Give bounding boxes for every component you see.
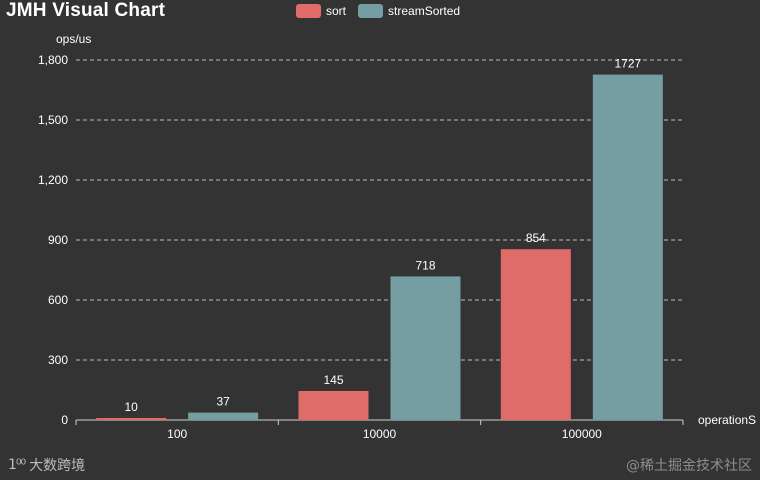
bar-streamsorted: [188, 412, 259, 420]
bar-value-label: 1727: [614, 57, 641, 71]
legend-label-streamsorted: streamSorted: [388, 4, 461, 18]
legend-item-sort[interactable]: sort: [296, 4, 346, 18]
y-tick-label: 1,500: [38, 113, 68, 127]
x-axis-label: operationS: [698, 413, 756, 427]
x-tick-label: 100000: [562, 427, 602, 441]
bar-sort: [96, 418, 167, 420]
x-tick-label: 10000: [363, 427, 397, 441]
y-tick-label: 300: [48, 353, 68, 367]
y-tick-label: 900: [48, 233, 68, 247]
watermark-left: 1⁰⁰ 大数跨境: [8, 455, 85, 475]
watermark-left-text: 大数跨境: [29, 458, 86, 474]
legend-item-streamsorted[interactable]: streamSorted: [358, 4, 460, 18]
bar-value-label: 37: [216, 395, 230, 409]
bar-sort: [298, 391, 369, 420]
bar-value-label: 854: [526, 231, 546, 245]
bar-sort: [500, 249, 571, 420]
y-axis-label: ops/us: [56, 32, 91, 46]
legend-label-sort: sort: [326, 4, 347, 18]
bar-streamsorted: [390, 276, 461, 420]
bar-value-label: 10: [124, 400, 138, 414]
bar-value-label: 718: [415, 258, 435, 272]
watermark-right: @稀土掘金技术社区: [626, 458, 752, 474]
bar-streamsorted: [592, 74, 663, 420]
chart-title: JMH Visual Chart: [6, 0, 166, 21]
watermark-logo: 1⁰⁰: [8, 457, 26, 473]
y-tick-label: 1,800: [38, 53, 68, 67]
legend-swatch-sort: [296, 4, 321, 18]
bar-value-label: 145: [323, 373, 343, 387]
legend: sort streamSorted: [296, 4, 460, 18]
x-tick-label: 100: [167, 427, 187, 441]
y-tick-label: 600: [48, 293, 68, 307]
legend-swatch-streamsorted: [358, 4, 384, 18]
y-tick-label: 1,200: [38, 173, 68, 187]
y-tick-label: 0: [61, 413, 68, 427]
